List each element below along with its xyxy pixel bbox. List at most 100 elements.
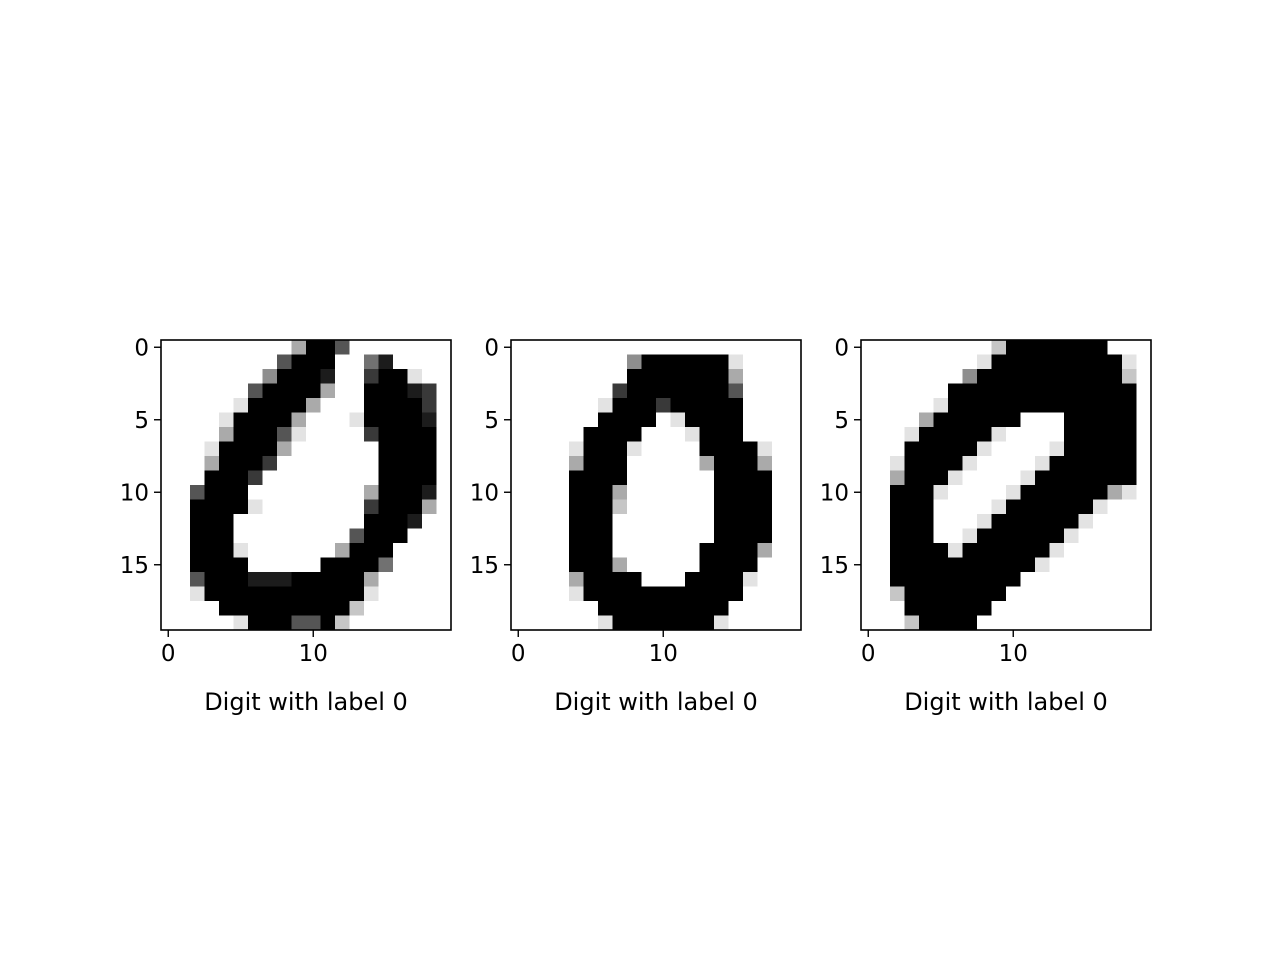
pixel-cell (757, 441, 773, 457)
pixel-cell (656, 398, 671, 413)
pixel-cell (335, 340, 350, 355)
pixel-cell (1093, 354, 1108, 370)
pixel-cell (364, 586, 379, 602)
pixel-cell (291, 398, 307, 413)
pixel-cell (306, 586, 321, 602)
pixel-cell (554, 412, 570, 428)
pixel-cell (991, 601, 1007, 616)
pixel-cell (772, 441, 787, 457)
pixel-cell (277, 601, 292, 616)
pixel-cell (685, 528, 700, 544)
pixel-cell (948, 557, 963, 573)
pixel-cell (743, 470, 758, 486)
pixel-cell (904, 398, 920, 413)
pixel-cell (933, 586, 949, 602)
pixel-cell (757, 499, 773, 515)
pixel-cell (685, 427, 700, 442)
pixel-cell (948, 398, 963, 413)
pixel-cell (598, 412, 613, 428)
pixel-cell (175, 572, 191, 587)
pixel-cell (670, 383, 686, 399)
pixel-cell (511, 412, 526, 428)
pixel-cell (962, 398, 978, 413)
pixel-cell (393, 572, 408, 587)
pixel-cell (962, 441, 978, 457)
pixel-cell (656, 514, 671, 529)
pixel-cell (277, 340, 292, 355)
pixel-cell (204, 354, 220, 370)
pixel-cell (204, 543, 220, 558)
pixel-cell (320, 354, 336, 370)
pixel-cell (1078, 485, 1094, 500)
pixel-cell (233, 586, 249, 602)
pixel-cell (948, 615, 963, 631)
pixel-cell (378, 383, 394, 399)
pixel-cell (933, 499, 949, 515)
pixel-cell (977, 572, 992, 587)
pixel-cell (612, 485, 628, 500)
pixel-cell (204, 557, 220, 573)
pixel-cell (248, 369, 263, 384)
pixel-cell (757, 485, 773, 500)
pixel-cell (349, 369, 365, 384)
pixel-cell (511, 354, 526, 370)
pixel-cell (1049, 412, 1065, 428)
pixel-cell (861, 427, 876, 442)
pixel-cell (656, 456, 671, 471)
pixel-cell (1136, 572, 1152, 587)
pixel-cell (407, 543, 423, 558)
pixel-cell (641, 456, 657, 471)
pixel-cell (933, 485, 949, 500)
pixel-cell (1020, 586, 1036, 602)
pixel-cell (904, 601, 920, 616)
pixel-cell (948, 586, 963, 602)
pixel-cell (890, 441, 905, 457)
pixel-cell (335, 470, 350, 486)
pixel-cell (306, 615, 321, 631)
pixel-cell (190, 441, 205, 457)
pixel-cell (743, 427, 758, 442)
pixel-cell (1093, 383, 1108, 399)
pixel-cell (991, 354, 1007, 370)
pixel-cell (306, 499, 321, 515)
pixel-cell (219, 369, 234, 384)
pixel-cell (1078, 528, 1094, 544)
pixel-cell (1078, 383, 1094, 399)
pixel-cell (1006, 615, 1021, 631)
pixel-cell (525, 427, 541, 442)
pixel-cell (364, 557, 379, 573)
pixel-cell (378, 412, 394, 428)
pixel-cell (627, 340, 642, 355)
pixel-cell (598, 470, 613, 486)
pixel-cell (598, 456, 613, 471)
pixel-cell (306, 601, 321, 616)
pixel-cell (335, 412, 350, 428)
pixel-cell (714, 543, 729, 558)
pixel-cell (948, 572, 963, 587)
pixel-cell (875, 557, 891, 573)
pixel-cell (786, 383, 802, 399)
pixel-cell (1049, 340, 1065, 355)
pixel-cell (175, 528, 191, 544)
pixel-cell (422, 398, 437, 413)
pixel-cell (948, 485, 963, 500)
pixel-cell (320, 383, 336, 399)
pixel-cell (757, 615, 773, 631)
pixel-cell (1136, 456, 1152, 471)
pixel-cell (728, 485, 744, 500)
pixel-cell (190, 340, 205, 355)
pixel-cell (641, 528, 657, 544)
pixel-cell (598, 485, 613, 500)
pixel-cell (1020, 456, 1036, 471)
y-tick-label: 0 (484, 335, 499, 361)
x-axis-label: Digit with label 0 (554, 688, 758, 716)
pixel-cell (757, 557, 773, 573)
pixel-cell (262, 369, 278, 384)
pixel-cell (627, 412, 642, 428)
pixel-cell (349, 427, 365, 442)
pixel-cell (175, 398, 191, 413)
pixel-cell (1020, 572, 1036, 587)
pixel-cell (714, 514, 729, 529)
pixel-cell (685, 572, 700, 587)
pixel-cell (219, 441, 234, 457)
